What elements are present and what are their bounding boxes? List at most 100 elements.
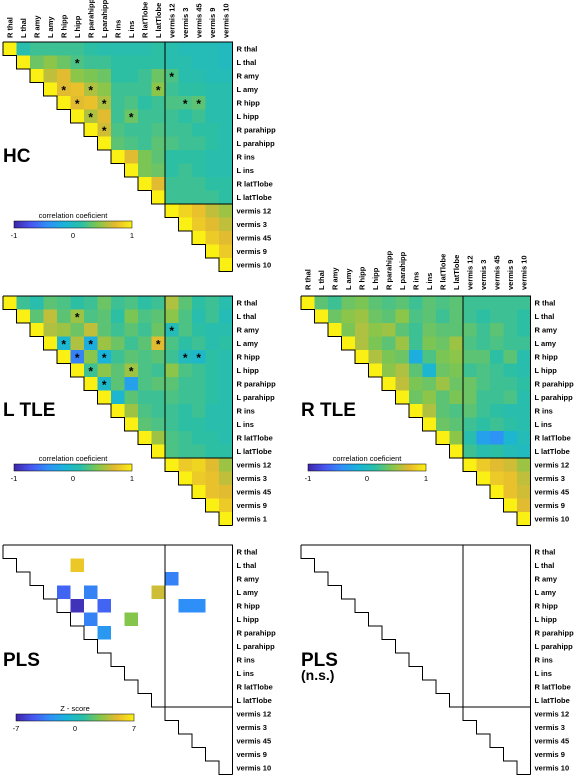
significance-star: * — [102, 97, 107, 111]
cell-3-9 — [124, 336, 138, 350]
cell-12-12 — [463, 458, 477, 472]
cell-8-16 — [219, 404, 233, 418]
cell-5-5 — [70, 363, 84, 377]
cell-7-15 — [205, 136, 219, 150]
cell-6-10 — [138, 377, 152, 391]
cell-7-10 — [138, 390, 152, 404]
row-label: R latTlobe — [237, 683, 273, 692]
cell-6-13 — [476, 377, 490, 391]
cell-8-8 — [111, 150, 125, 164]
column-label: L ins — [425, 273, 434, 290]
cell-8-13 — [476, 404, 490, 418]
cell-7-11 — [151, 136, 165, 150]
matrix-border — [3, 295, 233, 526]
cell-12-15 — [205, 204, 219, 218]
cell-6-12 — [165, 377, 179, 391]
cell-6-7 — [97, 626, 111, 640]
cell-4-11 — [449, 350, 463, 364]
cell-7-14 — [192, 390, 206, 404]
cell-7-13 — [476, 390, 490, 404]
cell-5-10 — [436, 363, 450, 377]
cell-10-12 — [165, 431, 179, 445]
cell-5-6 — [382, 363, 396, 377]
cell-5-16 — [517, 363, 531, 377]
row-label: R amy — [237, 575, 260, 584]
row-label: R latTlobe — [237, 434, 273, 443]
cell-1-14 — [192, 309, 206, 323]
cell-0-7 — [97, 296, 111, 310]
cell-12-13 — [178, 204, 192, 218]
cell-2-13 — [178, 69, 192, 83]
cell-3-16 — [219, 82, 233, 96]
cell-0-14 — [490, 296, 504, 310]
cell-6-15 — [205, 377, 219, 391]
cell-10-13 — [178, 177, 192, 191]
diagonal-step — [2, 42, 233, 272]
cell-2-5 — [70, 69, 84, 83]
cell-4-9 — [124, 96, 138, 110]
panel-3: R thal L thal R amy L amy R hipp L hipp R para… — [2, 544, 276, 775]
cell-3-8 — [409, 336, 423, 350]
row-label: vermis 10 — [535, 515, 570, 524]
column-label: L hipp — [73, 15, 82, 38]
cell-3-10 — [436, 336, 450, 350]
column-label: vermis 45 — [194, 3, 203, 38]
cell-1-2 — [30, 309, 44, 323]
cell-1-10 — [138, 55, 152, 69]
significance-star: * — [75, 310, 80, 324]
cell-2-3 — [341, 323, 355, 337]
cell-11-15 — [503, 444, 517, 458]
colorbar-mid-label: 0 — [365, 474, 369, 483]
row-label: vermis 9 — [535, 750, 565, 759]
column-label: vermis 10 — [221, 3, 230, 38]
cell-12-16 — [219, 458, 233, 472]
column-label: vermis 12 — [167, 3, 176, 38]
cell-8-10 — [138, 404, 152, 418]
cell-9-13 — [178, 163, 192, 177]
cell-0-10 — [436, 296, 450, 310]
cell-5-10 — [138, 109, 152, 123]
cell-2-9 — [124, 69, 138, 83]
cell-2-16 — [517, 323, 531, 337]
cell-0-3 — [43, 42, 57, 56]
cell-1-12 — [165, 309, 179, 323]
cell-6-11 — [449, 377, 463, 391]
row-label: L ins — [237, 420, 254, 429]
cell-9-15 — [205, 163, 219, 177]
cell-1-13 — [178, 55, 192, 69]
cell-14-14 — [192, 485, 206, 499]
cell-5-15 — [205, 363, 219, 377]
significance-star: * — [156, 83, 161, 97]
cell-4-15 — [503, 350, 517, 364]
cell-7-15 — [205, 390, 219, 404]
cell-4-10 — [138, 96, 152, 110]
cell-5-11 — [151, 109, 165, 123]
significance-star: * — [129, 364, 134, 378]
cell-7-16 — [219, 136, 233, 150]
cell-2-14 — [192, 323, 206, 337]
column-label: vermis 3 — [479, 260, 488, 290]
cell-13-16 — [219, 471, 233, 485]
row-label: R hipp — [237, 353, 261, 362]
row-label: R hipp — [237, 602, 261, 611]
cell-0-15 — [503, 296, 517, 310]
row-label: L latTlobe — [237, 447, 272, 456]
cell-4-12 — [165, 96, 179, 110]
cell-11-15 — [205, 190, 219, 204]
colorbar-max-label: 1 — [130, 231, 134, 240]
cell-1-16 — [219, 55, 233, 69]
cell-14-14 — [490, 485, 504, 499]
cell-3-11 — [151, 336, 165, 350]
cell-4-4 — [57, 350, 71, 364]
cell-2-11 — [449, 323, 463, 337]
column-label: R parahipp — [384, 250, 393, 290]
cell-10-16 — [219, 177, 233, 191]
cell-4-7 — [395, 350, 409, 364]
cell-1-15 — [503, 309, 517, 323]
cell-1-11 — [151, 309, 165, 323]
cell-0-4 — [355, 296, 369, 310]
cell-9-10 — [138, 163, 152, 177]
cell-1-10 — [436, 309, 450, 323]
cell-4-4 — [57, 96, 71, 110]
row-label: R amy — [535, 575, 558, 584]
